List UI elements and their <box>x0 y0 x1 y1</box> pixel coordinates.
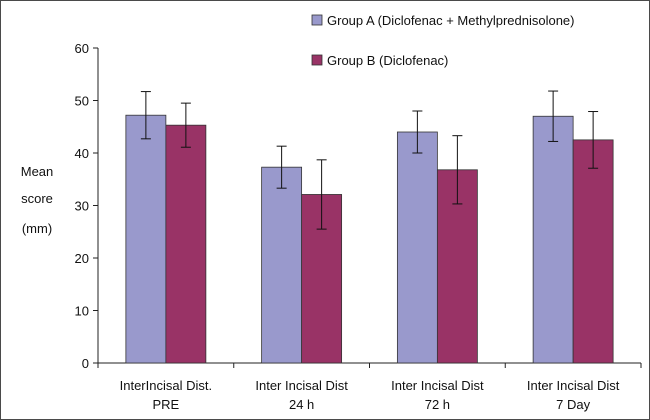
legend-swatch <box>311 54 323 66</box>
bar <box>165 124 207 364</box>
x-tick-label: Inter Incisal Dist <box>255 378 348 393</box>
y-tick-label: 10 <box>75 304 89 319</box>
bar <box>396 131 438 364</box>
legend-swatch <box>311 14 323 26</box>
y-tick-label: 0 <box>82 356 89 371</box>
x-tick-label: Inter Incisal Dist <box>391 378 484 393</box>
legend: Group A (Diclofenac + Methylprednisolone… <box>311 13 575 68</box>
x-tick-label: InterIncisal Dist. <box>120 378 212 393</box>
x-tick-label: 72 h <box>425 397 450 412</box>
legend-label: Group A (Diclofenac + Methylprednisolone… <box>327 13 575 28</box>
y-tick-label: 20 <box>75 251 89 266</box>
x-tick-label: PRE <box>153 397 180 412</box>
bar <box>572 139 614 364</box>
plot-area: 0 10 20 30 40 50 60 InterIncisal Dist. PRE Inter … <box>75 41 642 412</box>
y-axis-label-line: Mean <box>21 164 54 179</box>
y-tick-label: 50 <box>75 94 89 109</box>
x-tick-label: 24 h <box>289 397 314 412</box>
x-tick-label: 7 Day <box>556 397 590 412</box>
y-tick-label: 60 <box>75 41 89 56</box>
y-axis-label-line: score <box>21 191 53 206</box>
y-tick-label: 40 <box>75 146 89 161</box>
bar <box>532 115 574 364</box>
y-axis-label: Mean score (mm) <box>21 164 54 236</box>
y-axis-label-line: (mm) <box>22 221 52 236</box>
legend-label: Group B (Diclofenac) <box>327 53 448 68</box>
bar <box>125 114 167 364</box>
y-tick-label: 30 <box>75 199 89 214</box>
x-tick-label: Inter Incisal Dist <box>527 378 620 393</box>
bar <box>261 166 303 364</box>
